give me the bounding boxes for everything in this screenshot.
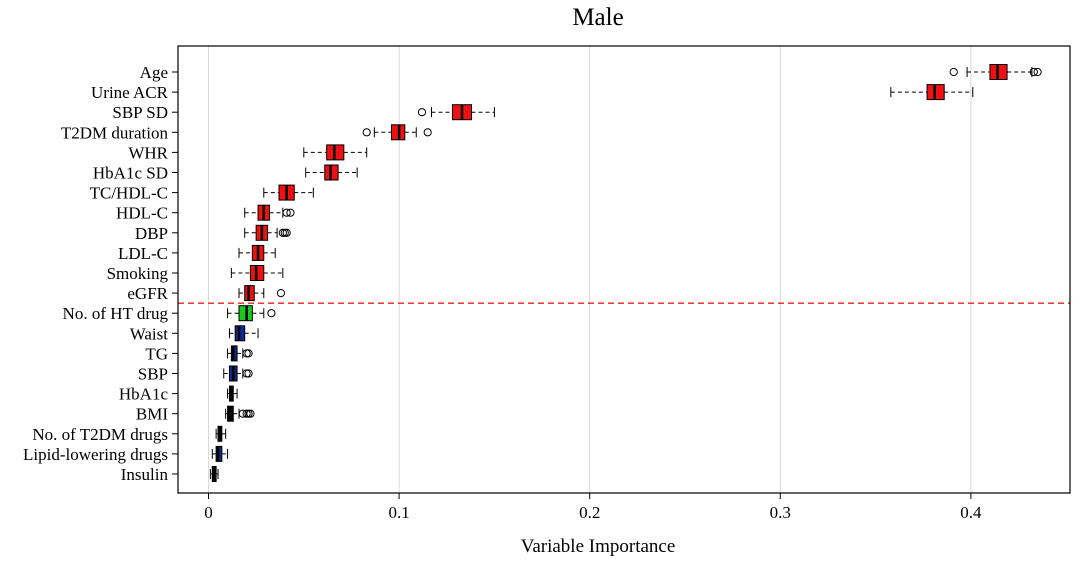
box-hba1c-sd <box>305 164 358 181</box>
variable-label: Smoking <box>107 264 169 283</box>
box-insulin <box>209 466 219 482</box>
box-t2dm-duration <box>362 124 432 141</box>
box-urine-acr <box>890 84 974 101</box>
outlier-point <box>362 128 371 137</box>
variable-label: LDL-C <box>118 244 168 263</box>
outlier-point <box>417 108 427 117</box>
variable-label: TG <box>145 344 168 363</box>
box-age <box>949 64 1042 80</box>
outlier-point <box>244 349 253 358</box>
box-sbp <box>223 365 253 382</box>
x-tick-label: 0.2 <box>579 503 600 522</box>
box-lipid-lowering-drugs <box>211 445 229 462</box>
grid-layer <box>207 46 972 493</box>
variable-label: Insulin <box>121 465 169 484</box>
x-tick-label: 0.4 <box>960 503 982 522</box>
variable-label: eGFR <box>127 284 168 303</box>
box-sbp-sd <box>417 104 495 121</box>
outlier-point <box>1029 67 1038 77</box>
variable-label: No. of T2DM drugs <box>32 425 168 444</box>
variable-label: BMI <box>136 405 168 424</box>
outlier-point <box>276 289 286 298</box>
box-bmi <box>225 405 255 422</box>
box-hba1c <box>227 385 238 402</box>
outlier-point <box>1033 67 1042 77</box>
box-layer <box>209 64 1042 482</box>
outlier-point <box>282 228 291 237</box>
box-waist <box>228 325 259 342</box>
plot-frame <box>177 45 1071 494</box>
variable-label: WHR <box>128 143 168 162</box>
outlier-point <box>286 208 295 217</box>
box-whr <box>303 144 368 161</box>
box-dbp <box>244 224 291 241</box>
variable-label: DBP <box>135 224 168 243</box>
variable-label: T2DM duration <box>61 123 169 142</box>
variable-label: TC/HDL-C <box>90 184 168 203</box>
x-axis-label: Variable Importance <box>521 536 676 557</box>
x-tick-label: 0.1 <box>388 503 409 522</box>
outlier-point <box>423 128 432 137</box>
box-smoking <box>230 265 284 281</box>
box-ldl-c <box>238 244 276 261</box>
box-hdl-c <box>244 204 295 221</box>
outlier-point <box>267 309 276 318</box>
variable-label: Waist <box>130 324 169 343</box>
variable-label: HbA1c <box>119 385 169 404</box>
outlier-point <box>949 67 958 77</box>
variable-label: No. of HT drug <box>63 304 169 323</box>
frame-layer <box>177 45 1071 494</box>
box-tg <box>227 345 253 362</box>
box-egfr <box>238 285 286 302</box>
tick-layer: 0 0.1 0.2 0.3 0.4 <box>204 493 982 522</box>
variable-label: HbA1c SD <box>93 164 168 183</box>
variable-label: Age <box>140 63 168 82</box>
box-no-of-ht-drug <box>227 305 276 322</box>
box-no-of-t2dm-drugs <box>215 425 227 442</box>
outlier-point <box>282 208 291 217</box>
variable-label: SBP <box>138 365 168 384</box>
x-tick-label: 0 <box>204 503 213 522</box>
chart-title: Male <box>572 4 623 31</box>
variable-label: HDL-C <box>116 204 168 223</box>
outlier-point <box>246 409 255 418</box>
outlier-point <box>244 369 253 378</box>
box-tc-hdl-c <box>263 184 314 201</box>
variable-label: Urine ACR <box>91 83 169 102</box>
variable-label: Lipid-lowering drugs <box>23 445 168 464</box>
variable-label: SBP SD <box>112 103 168 122</box>
x-tick-label: 0.3 <box>770 503 791 522</box>
